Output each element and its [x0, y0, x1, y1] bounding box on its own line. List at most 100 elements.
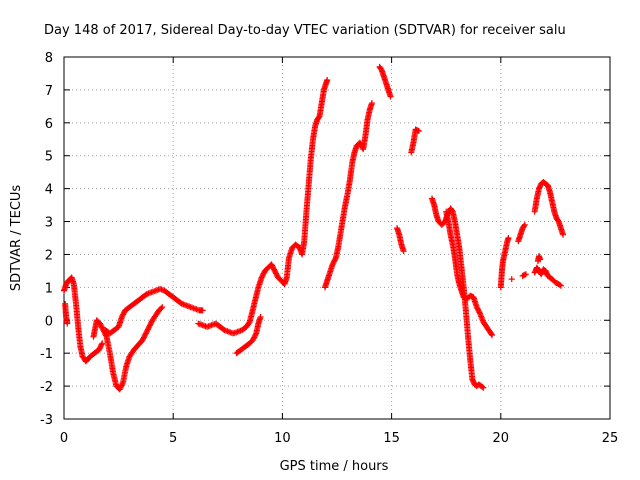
- data-point: [271, 266, 278, 273]
- data-point: [521, 222, 528, 229]
- data-point: [141, 333, 148, 340]
- data-point: [250, 335, 257, 342]
- data-point: [332, 256, 339, 263]
- data-point: [97, 320, 104, 327]
- y-tick-label: 6: [45, 117, 53, 132]
- y-tick-label: 5: [45, 150, 53, 165]
- data-point: [257, 313, 264, 320]
- data-point: [260, 270, 267, 277]
- data-point: [368, 100, 375, 107]
- data-point: [158, 305, 165, 312]
- data-points: [61, 63, 567, 393]
- data-point: [99, 324, 106, 331]
- data-point: [146, 323, 153, 330]
- data-point: [415, 128, 422, 135]
- data-point: [269, 262, 276, 269]
- data-point: [118, 313, 125, 320]
- data-point: [480, 384, 487, 391]
- data-point: [159, 304, 166, 311]
- data-point: [139, 337, 146, 344]
- data-point: [98, 323, 105, 330]
- data-point: [537, 256, 544, 263]
- data-point: [148, 319, 155, 326]
- data-point: [252, 331, 259, 338]
- data-point: [560, 231, 567, 238]
- x-tick-label: 15: [383, 431, 400, 446]
- data-point: [95, 346, 102, 353]
- x-tick-label: 25: [602, 431, 619, 446]
- x-tick-label: 0: [60, 431, 68, 446]
- y-axis-label: SDTVAR / TECUs: [9, 185, 24, 292]
- data-point: [270, 265, 277, 272]
- data-point: [259, 273, 266, 280]
- data-point: [118, 382, 125, 389]
- data-point: [140, 335, 147, 342]
- data-point: [475, 306, 482, 313]
- data-point: [144, 327, 151, 334]
- data-point: [474, 305, 481, 312]
- y-tick-label: 7: [45, 84, 53, 99]
- data-point: [272, 269, 279, 276]
- data-point: [269, 263, 276, 270]
- y-tick-label: 1: [45, 281, 53, 296]
- data-point: [273, 270, 280, 277]
- grid-lines: [64, 57, 610, 419]
- data-point: [143, 329, 150, 336]
- data-point: [268, 261, 275, 268]
- data-point: [521, 221, 528, 228]
- data-point: [324, 77, 331, 84]
- x-axis-label: GPS time / hours: [280, 459, 389, 474]
- x-tick-labels: 0 5 10 15 20 25: [60, 431, 618, 446]
- data-point: [120, 310, 127, 317]
- y-tick-label: -3: [40, 413, 53, 428]
- data-point: [508, 276, 515, 283]
- data-point: [387, 93, 394, 100]
- data-point: [64, 320, 71, 327]
- data-point: [99, 325, 106, 332]
- data-point: [522, 271, 529, 278]
- data-point: [488, 330, 495, 337]
- data-point: [146, 322, 153, 329]
- data-point: [96, 345, 103, 352]
- axis-ticks: [63, 56, 611, 420]
- data-point: [97, 344, 104, 351]
- data-point: [329, 261, 336, 268]
- data-point: [331, 257, 338, 264]
- data-point: [330, 260, 337, 267]
- y-tick-label: 3: [45, 216, 53, 231]
- data-point: [259, 271, 266, 278]
- data-point: [144, 326, 151, 333]
- data-point: [118, 383, 125, 390]
- data-point: [356, 139, 363, 146]
- data-point: [97, 342, 104, 349]
- data-point: [479, 383, 486, 390]
- data-point: [119, 312, 126, 319]
- data-point: [142, 331, 149, 338]
- data-point: [258, 274, 265, 281]
- data-point: [251, 334, 258, 341]
- data-point: [273, 271, 280, 278]
- data-point: [120, 311, 127, 318]
- data-point: [557, 282, 564, 289]
- data-point: [249, 337, 256, 344]
- data-point: [489, 332, 496, 339]
- chart-title: Day 148 of 2017, Sidereal Day-to-day VTE…: [44, 23, 566, 38]
- data-point: [199, 307, 206, 314]
- data-point: [476, 309, 483, 316]
- y-tick-label: 0: [45, 314, 53, 329]
- data-point: [251, 333, 258, 340]
- y-tick-label: 8: [45, 51, 53, 66]
- data-point: [140, 334, 147, 341]
- y-tick-label: 4: [45, 183, 53, 198]
- x-tick-label: 5: [169, 431, 177, 446]
- y-tick-label: -1: [40, 347, 53, 362]
- data-point: [473, 304, 480, 311]
- data-point: [147, 321, 154, 328]
- data-point: [98, 341, 105, 348]
- data-point: [145, 325, 152, 332]
- data-point: [99, 340, 106, 347]
- data-point: [117, 385, 124, 392]
- data-point: [475, 308, 482, 315]
- data-point: [102, 332, 109, 339]
- data-point: [505, 235, 512, 241]
